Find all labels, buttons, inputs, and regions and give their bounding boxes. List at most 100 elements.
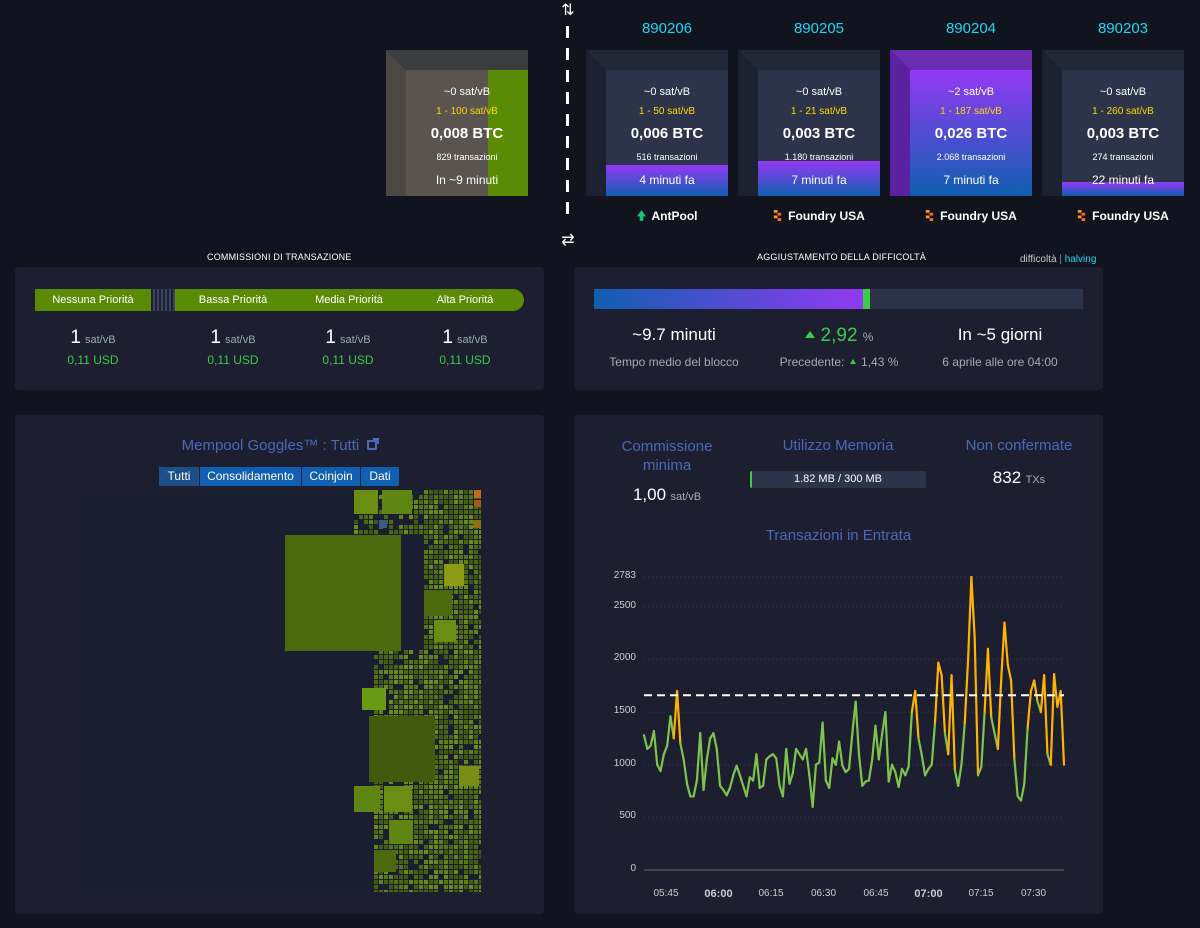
tx-square [429,855,433,859]
projected-block[interactable]: ~0 sat/vB 1 - 100 sat/vB 0,008 BTC 829 t… [386,50,528,196]
mempool-block-visualization[interactable] [79,490,481,892]
block-height-link[interactable]: 890204 [945,20,997,37]
tx-square [424,795,428,799]
incoming-tx-chart[interactable]: 2783 2500 2000 1500 1000 500 0 05:45 06:00 06:15 0… [574,565,1103,905]
tx-square [449,510,453,514]
tx-square [434,880,438,884]
tx-square [479,655,481,659]
chart-line-segment [785,747,791,785]
chart-line-segment [1026,689,1033,729]
tx-square [429,580,433,584]
tx-square [424,670,428,674]
tx-square [479,765,481,769]
tx-square [474,580,478,584]
block-height-link[interactable]: 890205 [793,20,845,37]
tx-square [449,865,453,869]
tx-square [479,605,481,609]
chart-y-tick: 1500 [613,705,636,717]
tx-square [399,530,403,534]
block-pool[interactable]: Foundry USA [1052,209,1194,223]
tx-square [479,830,481,834]
tx-square [469,505,473,509]
chart-line-segment [887,763,894,783]
tx-square [474,610,478,614]
tx-square [449,790,453,794]
external-link-icon[interactable] [367,438,380,450]
tx-square [429,510,433,514]
tx-square [449,835,453,839]
goggles-title[interactable]: Mempool Goggles™ : Tutti [181,437,360,454]
tx-square [439,685,443,689]
block-cube[interactable]: ~0 sat/vB 1 - 260 sat/vB 0,003 BTC 274 tran… [1042,50,1184,196]
tx-square [474,625,478,629]
mempool-stats-panel: Commissione minima 1,00 sat/vB Utilizzo … [574,415,1103,914]
tx-square [454,820,458,824]
block-pool[interactable]: AntPool [596,209,738,223]
swap-vertical-icon[interactable]: ⇅ [561,2,575,19]
tx-square [464,610,468,614]
halving-link[interactable]: halving [1064,254,1097,265]
fee-none-usd: 0,11 USD [67,353,119,367]
tx-square [469,605,473,609]
tx-square [459,545,463,549]
swap-horizontal-icon[interactable]: ⇄ [561,232,575,249]
tx-square [474,795,478,799]
tx-square [434,665,438,669]
tx-square [479,610,481,614]
tx-square [454,775,458,779]
tx-square [419,880,423,884]
tx-square [379,795,383,799]
tx-square [459,555,463,559]
tx-square [434,650,438,654]
tx-square [444,800,448,804]
tab-tutti[interactable]: Tutti [159,467,199,486]
block-cube[interactable]: ~0 sat/vB 1 - 21 sat/vB 0,003 BTC 1.180 tra… [738,50,880,196]
tab-dati[interactable]: Dati [361,467,399,486]
tab-coinjoin[interactable]: Coinjoin [302,467,360,486]
block-cube[interactable]: ~2 sat/vB 1 - 187 sat/vB 0,026 BTC 2.068 tr… [890,50,1032,196]
avg-block-time-value: ~9.7 minuti [632,325,716,344]
tx-square [474,690,478,694]
difficulty-link[interactable]: difficoltà [1020,254,1057,265]
tx-square [454,880,458,884]
tx-square [454,525,458,529]
chart-line-segment [930,721,937,766]
tx-square [424,860,428,864]
block-median-fee: ~0 sat/vB [643,86,691,98]
fees-title: COMMISSIONI DI TRANSAZIONE [207,252,352,262]
tx-square [444,670,448,674]
tx-square [434,725,438,729]
tx-square [454,615,458,619]
block-height-link[interactable]: 890203 [1097,20,1149,37]
memory-label: Utilizzo Memoria [782,437,894,454]
tx-square [454,750,458,754]
block-fee-range: 1 - 50 sat/vB [638,106,696,117]
projected-block-fee-range: 1 - 100 sat/vB [436,106,498,117]
tx-square [459,680,463,684]
tab-consolidamento[interactable]: Consolidamento [200,467,301,486]
block-height-link[interactable]: 890206 [641,20,693,37]
block-pool[interactable]: Foundry USA [900,209,1042,223]
tx-square [424,820,428,824]
tx-square [459,655,463,659]
tx-square [434,500,438,504]
tx-square [379,815,383,819]
tx-square [404,655,408,659]
block-fee-range: 1 - 260 sat/vB [1092,106,1154,117]
block-pool[interactable]: Foundry USA [748,209,890,223]
tx-square [469,490,473,494]
tx-square [384,665,388,669]
projected-block-fee: ~0 sat/vB [443,86,491,98]
tx-square [449,700,453,704]
chart-title: Transazioni in Entrata [765,527,912,544]
tx-square [439,555,443,559]
tx-square [354,786,380,812]
block-cube-face: ~0 sat/vB 1 - 50 sat/vB 0,006 BTC 516 trans… [606,70,728,196]
tx-square [394,665,398,669]
block-cube[interactable]: ~0 sat/vB 1 - 50 sat/vB 0,006 BTC 516 trans… [586,50,728,196]
tx-square [404,665,408,669]
tx-square [439,545,443,549]
tx-square [459,690,463,694]
tx-square [414,530,418,534]
tx-square [449,800,453,804]
